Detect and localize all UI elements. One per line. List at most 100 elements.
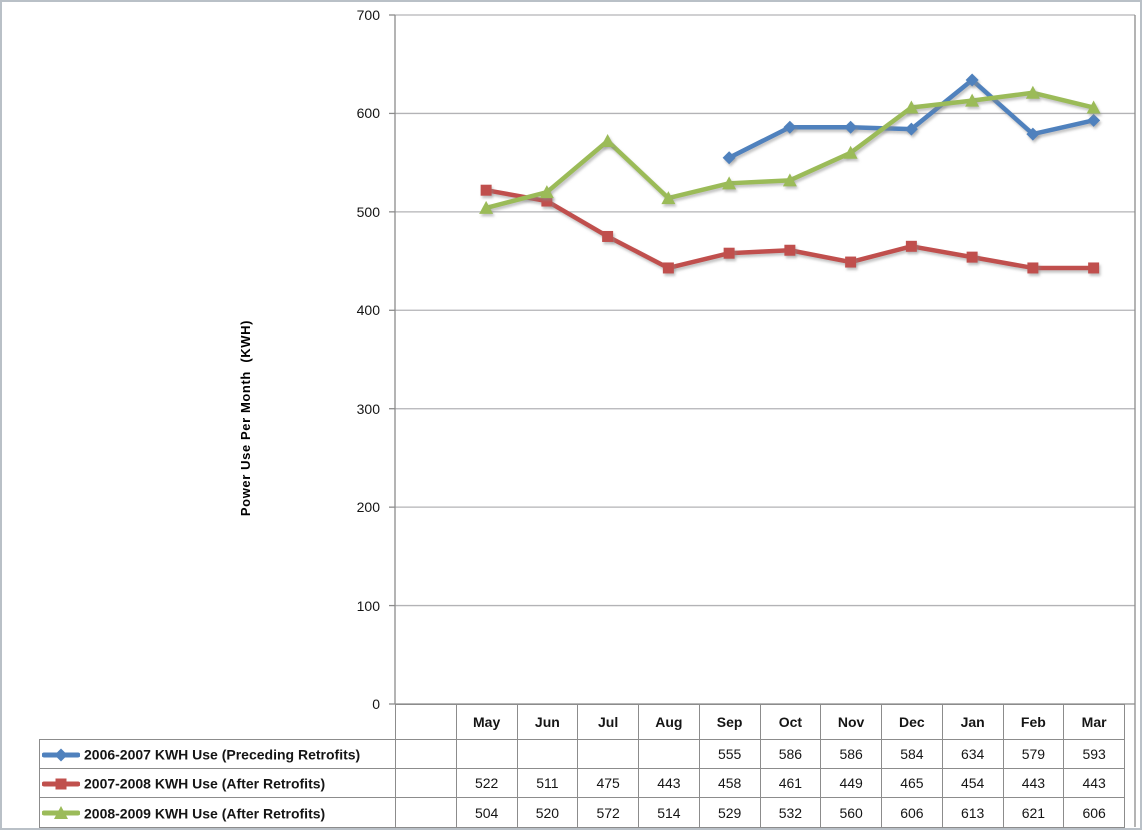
value-cell: 606 [881, 797, 943, 828]
y-axis-tick-label: 700 [356, 7, 380, 23]
value-cell: 572 [577, 797, 639, 828]
series-name-label: 2006-2007 KWH Use (Preceding Retrofits) [84, 746, 361, 763]
value-cell: 514 [638, 797, 700, 828]
value-cell: 465 [881, 768, 943, 798]
month-header-cell: Jul [577, 704, 639, 740]
diamond-marker [722, 151, 736, 165]
square-series-key-icon [42, 778, 80, 790]
y-axis-tick-label: 400 [356, 302, 380, 319]
square-marker [480, 184, 492, 196]
triangle-marker [1025, 85, 1040, 99]
triangle-marker [965, 93, 980, 107]
value-cell [516, 739, 579, 769]
value-cell: 586 [759, 739, 822, 769]
square-marker [966, 251, 978, 263]
blank-value-cell [395, 739, 457, 769]
month-header-cell: Oct [759, 704, 822, 740]
value-cell: 621 [1002, 797, 1065, 828]
value-cell [638, 739, 700, 769]
diamond-marker [844, 120, 858, 134]
value-cell: 522 [455, 768, 518, 798]
square-marker [723, 247, 735, 259]
value-cell: 560 [820, 797, 882, 828]
month-header-cell: Aug [638, 704, 700, 740]
value-cell: 606 [1063, 797, 1125, 828]
y-axis-tick-label: 100 [356, 597, 380, 614]
month-header-cell: Sep [698, 704, 761, 740]
series-line [726, 77, 1096, 160]
month-header-cell: Jan [941, 704, 1004, 740]
diamond-marker [904, 122, 918, 136]
month-header-cell: May [455, 704, 518, 740]
series-1-group [480, 184, 1100, 274]
value-cell: 579 [1002, 739, 1065, 769]
table-corner-spacer [40, 705, 396, 740]
triangle-marker [661, 191, 676, 205]
value-cell: 520 [516, 797, 579, 828]
value-cell: 634 [941, 739, 1004, 769]
month-header-cell: Feb [1002, 704, 1065, 740]
value-cell: 532 [759, 797, 822, 828]
square-marker [905, 240, 917, 252]
value-cell: 593 [1063, 739, 1125, 769]
y-axis-tick-label: 600 [356, 105, 380, 122]
triangle-marker [539, 185, 554, 199]
month-header-cell: Nov [820, 704, 882, 740]
y-axis-tick-label: 500 [356, 203, 380, 220]
month-header-cell: Jun [516, 704, 579, 740]
value-cell: 443 [1063, 768, 1125, 798]
square-marker [784, 244, 796, 256]
triangle-marker [843, 145, 858, 159]
value-cell: 449 [820, 768, 882, 798]
square-marker [1088, 262, 1100, 274]
series-name-cell: 2008-2009 KWH Use (After Retrofits) [39, 797, 396, 828]
series-line [483, 187, 1096, 271]
diamond-marker [1026, 127, 1040, 141]
series-name-label: 2007-2008 KWH Use (After Retrofits) [84, 775, 326, 792]
value-cell: 529 [698, 797, 761, 828]
blank-value-cell [395, 797, 457, 828]
series-name-cell: 2007-2008 KWH Use (After Retrofits) [39, 768, 396, 798]
diamond-marker [783, 120, 797, 134]
series-name-cell: 2006-2007 KWH Use (Preceding Retrofits) [39, 739, 396, 769]
value-cell: 613 [941, 797, 1004, 828]
triangle-marker [600, 133, 615, 147]
value-cell: 511 [516, 768, 579, 798]
value-cell: 584 [881, 739, 943, 769]
month-header-cell: Dec [881, 704, 943, 740]
chart-data-table: May Jun Jul Aug Sep Oct Nov Dec Jan Feb Mar 2006-20… [39, 704, 1125, 828]
month-header-cell: Mar [1063, 704, 1125, 740]
diamond-series-key-icon [42, 748, 80, 762]
series-name-label: 2008-2009 KWH Use (After Retrofits) [84, 805, 326, 822]
value-cell: 443 [638, 768, 700, 798]
value-cell: 461 [759, 768, 822, 798]
value-cell: 443 [1002, 768, 1065, 798]
blank-value-cell [395, 768, 457, 798]
square-marker [845, 256, 857, 268]
diamond-marker [1087, 113, 1101, 127]
series-2-group [479, 85, 1101, 214]
y-axis-tick-label: 300 [356, 400, 380, 417]
blank-category-header-cell [395, 704, 457, 740]
value-cell: 555 [698, 739, 761, 769]
triangle-marker [722, 176, 737, 190]
triangle-marker [782, 173, 797, 187]
value-cell: 504 [455, 797, 518, 828]
diamond-marker [965, 73, 979, 87]
square-marker [1027, 262, 1039, 274]
triangle-marker [479, 200, 494, 214]
y-axis-tick-label: 200 [356, 499, 380, 516]
triangle-marker [904, 100, 919, 114]
value-cell [455, 739, 518, 769]
square-marker [662, 262, 674, 274]
square-marker [602, 230, 614, 242]
series-0-group [722, 73, 1101, 165]
triangle-marker [1086, 100, 1101, 114]
y-axis-tick-labels: 0 100 200 300 400 500 600 700 [312, 2, 380, 828]
value-cell: 458 [698, 768, 761, 798]
triangle-series-key-icon [42, 806, 80, 820]
value-cell: 475 [577, 768, 639, 798]
value-cell [577, 739, 639, 769]
